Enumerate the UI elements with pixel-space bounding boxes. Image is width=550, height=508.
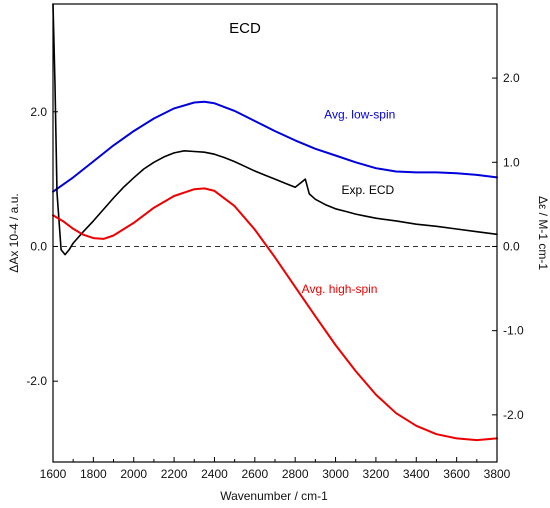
x-tick-label: 2400	[201, 467, 228, 481]
series-annotation-2: Avg. high-spin	[302, 282, 378, 296]
series-line-2	[52, 187, 498, 442]
x-tick-label: 3600	[443, 467, 470, 481]
x-tick-label: 3400	[403, 467, 430, 481]
x-tick-label: 2600	[241, 467, 268, 481]
left-y-tick-label: 0.0	[30, 239, 47, 253]
left-y-tick-label: 2.0	[30, 105, 47, 119]
plot-frame	[52, 3, 498, 463]
x-tick-label: 3800	[484, 467, 511, 481]
x-tick-label: 2000	[120, 467, 147, 481]
right-y-tick-label: -2.0	[503, 408, 524, 422]
chart-title: ECD	[229, 20, 261, 37]
series-annotation-0: Avg. low-spin	[324, 108, 395, 122]
x-tick-label: 1600	[40, 467, 67, 481]
x-tick-label: 2800	[282, 467, 309, 481]
right-y-tick-label: -1.0	[503, 324, 524, 338]
series-annotation-1: Exp. ECD	[341, 183, 394, 197]
left-y-tick-label: -2.0	[26, 374, 47, 388]
right-y-axis-label: Δε / M-1 cm-1	[536, 196, 550, 270]
x-tick-label: 2200	[161, 467, 188, 481]
x-tick-label: 3000	[322, 467, 349, 481]
x-tick-label: 3200	[363, 467, 390, 481]
right-y-tick-label: 0.0	[503, 239, 520, 253]
left-y-axis-label: ΔAx 10-4 / a.u.	[7, 193, 21, 272]
x-tick-label: 1800	[80, 467, 107, 481]
series-line-0	[52, 100, 498, 193]
series-line-1	[52, 3, 498, 256]
right-y-tick-label: 2.0	[503, 71, 520, 85]
right-y-tick-label: 1.0	[503, 155, 520, 169]
x-axis-label: Wavenumber / cm-1	[220, 489, 328, 503]
